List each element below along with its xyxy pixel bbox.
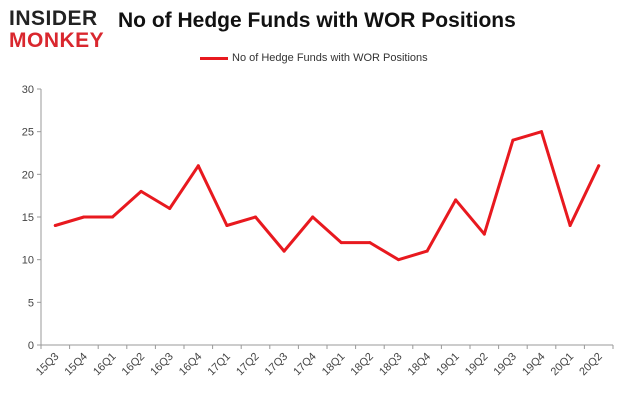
data-point	[311, 215, 315, 219]
data-point	[139, 189, 143, 193]
data-point	[368, 241, 372, 245]
data-point	[254, 215, 257, 219]
legend-swatch	[200, 56, 228, 60]
data-point	[53, 224, 57, 228]
data-point	[540, 130, 543, 134]
y-tick-label: 20	[22, 169, 34, 181]
x-tick-label: 18Q2	[348, 351, 376, 379]
x-tick-label: 19Q1	[434, 351, 462, 379]
data-point	[111, 215, 114, 219]
x-tick-label: 19Q4	[520, 351, 548, 379]
chart-legend: No of Hedge Funds with WOR Positions	[200, 52, 428, 64]
insider-monkey-logo: INSIDER MONKEY	[9, 7, 104, 50]
data-point	[196, 164, 200, 168]
x-tick-label: 17Q2	[234, 351, 262, 379]
y-tick-label: 25	[22, 127, 34, 139]
y-tick-label: 30	[22, 84, 34, 96]
chart-axes	[40, 89, 613, 346]
data-point	[425, 249, 429, 253]
logo-line-insider: INSIDER	[9, 7, 98, 30]
legend-label: No of Hedge Funds with WOR Positions	[232, 52, 428, 64]
logo-line-monkey: MONKEY	[9, 29, 104, 50]
x-tick-label: 17Q3	[263, 351, 291, 379]
data-point	[225, 224, 229, 228]
series-layer	[53, 130, 601, 262]
x-tick-label: 18Q4	[406, 351, 434, 379]
x-tick-label: 15Q4	[62, 351, 90, 379]
x-tick-label: 15Q3	[34, 351, 62, 379]
data-point	[454, 198, 458, 202]
data-point	[568, 224, 572, 228]
data-point	[282, 249, 286, 253]
data-point	[597, 164, 601, 168]
x-tick-label: 19Q3	[491, 351, 519, 379]
data-point	[482, 232, 486, 236]
chart-title: No of Hedge Funds with WOR Positions	[118, 9, 516, 32]
x-tick-label: 16Q3	[148, 351, 176, 379]
x-tick-label: 18Q3	[377, 351, 405, 379]
data-point	[82, 215, 86, 219]
x-tick-label: 19Q2	[463, 351, 491, 379]
data-point	[168, 206, 172, 210]
x-tick-label: 18Q1	[320, 351, 348, 379]
y-tick-label: 10	[22, 255, 34, 267]
y-tick-label: 15	[22, 212, 34, 224]
x-axis-ticks: 15Q3 15Q4 16Q1 16Q2 16Q3 16Q4 17Q1 17Q2 17Q3 17Q4…	[34, 345, 614, 379]
x-tick-label: 17Q1	[205, 351, 233, 379]
y-axis-ticks: 0 5 10 15 20 25 30	[22, 84, 41, 352]
series-line	[53, 130, 601, 262]
y-tick-label: 0	[28, 340, 34, 352]
x-tick-label: 16Q4	[177, 351, 205, 379]
data-point	[339, 241, 343, 245]
x-tick-label: 17Q4	[291, 351, 319, 379]
data-point	[397, 258, 400, 262]
x-tick-label: 20Q2	[577, 351, 605, 379]
data-point	[511, 138, 515, 142]
x-tick-label: 20Q1	[549, 351, 577, 379]
x-tick-label: 16Q2	[120, 351, 148, 379]
x-tick-label: 16Q1	[91, 351, 119, 379]
y-tick-label: 5	[28, 297, 34, 309]
